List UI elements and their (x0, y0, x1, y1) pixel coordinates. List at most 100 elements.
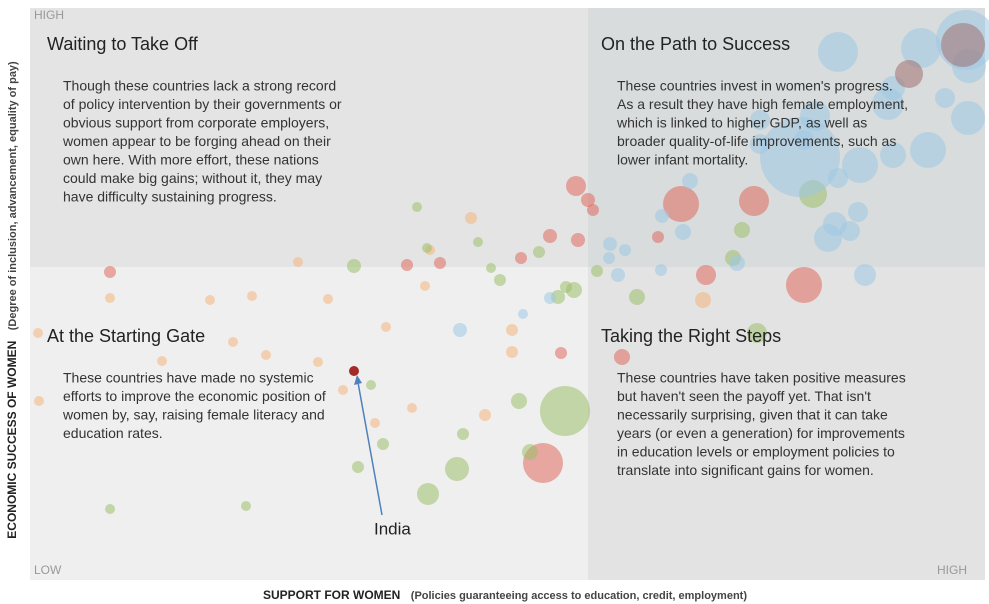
quadrant-text: own here. With more effort, these nation… (63, 152, 319, 168)
highlight-point (349, 366, 359, 376)
quadrant-text: These countries invest in women's progre… (617, 78, 893, 94)
bubble (105, 504, 115, 514)
bubble (506, 346, 518, 358)
bubble (247, 291, 257, 301)
bubble (696, 265, 716, 285)
bubble (313, 357, 323, 367)
bubble (739, 186, 769, 216)
bubble (465, 212, 477, 224)
quadrant-text: obvious support from corporate employers… (63, 115, 329, 131)
quadrant-text: lower infant mortality. (617, 152, 748, 168)
quadrant-title: Taking the Right Steps (601, 326, 781, 346)
quadrant-text: years (or even a generation) for improve… (617, 425, 905, 441)
bubble (675, 224, 691, 240)
bubble (347, 259, 361, 273)
quadrant-text: have difficulty sustaining progress. (63, 189, 277, 205)
bubble (515, 252, 527, 264)
bubble (842, 147, 878, 183)
bubble (951, 101, 985, 135)
bubble (555, 347, 567, 359)
annotation-arrow (356, 376, 383, 516)
bubble (533, 246, 545, 258)
bubble (338, 385, 348, 395)
x-high-label: HIGH (937, 563, 967, 577)
bubble (381, 322, 391, 332)
bubble (750, 134, 770, 154)
quadrant-text: but haven't seen the payoff yet. That is… (617, 388, 871, 404)
bubble (323, 294, 333, 304)
bubble (453, 323, 467, 337)
bubble (422, 243, 432, 253)
bubble (105, 293, 115, 303)
y-low-label: LOW (34, 563, 62, 577)
bubble (34, 396, 44, 406)
bubble (352, 461, 364, 473)
quadrant-bg (588, 267, 985, 580)
bubble (901, 28, 941, 68)
quadrant-text: Though these countries lack a strong rec… (63, 78, 336, 94)
bubble (511, 393, 527, 409)
quadrant-bg (30, 267, 588, 580)
bubble (377, 438, 389, 450)
bubble (786, 267, 822, 303)
bubble (566, 282, 582, 298)
bubble (544, 292, 556, 304)
bubble (293, 257, 303, 267)
quadrant-text: women by, say, raising female literacy a… (62, 407, 325, 423)
y-high-label: HIGH (34, 8, 64, 22)
bubble (854, 264, 876, 286)
bubble (747, 323, 767, 343)
bubble (540, 386, 590, 436)
bubble (506, 324, 518, 336)
bubble (370, 418, 380, 428)
bubble (473, 237, 483, 247)
bubble (603, 237, 617, 251)
bubble (457, 428, 469, 440)
bubble (104, 266, 116, 278)
bubble (401, 259, 413, 271)
quadrant-text: translate into significant gains for wom… (617, 462, 874, 478)
bubble (366, 380, 376, 390)
bubble (261, 350, 271, 360)
bubble (682, 173, 698, 189)
bubble (407, 403, 417, 413)
quadrant-text: women appear to be forging ahead on thei… (62, 133, 331, 149)
bubble (880, 142, 906, 168)
bubble (205, 295, 215, 305)
bubble (603, 252, 615, 264)
bubble (417, 483, 439, 505)
bubble (587, 204, 599, 216)
bubble (522, 444, 538, 460)
quadrant-text: As a result they have high female employ… (617, 96, 908, 112)
bubble (33, 328, 43, 338)
bubble (571, 233, 585, 247)
bubble (655, 264, 667, 276)
bubble (895, 60, 923, 88)
bubble (629, 289, 645, 305)
bubble (750, 110, 770, 130)
bubble (157, 356, 167, 366)
quadrant-bg (30, 8, 588, 267)
bubble (241, 501, 251, 511)
bubble (581, 193, 595, 207)
x-axis-label: SUPPORT FOR WOMEN (Policies guaranteeing… (263, 587, 747, 604)
labels: Waiting to Take Off Though these countrie… (47, 34, 908, 539)
x-axis-title: SUPPORT FOR WOMEN (263, 588, 400, 602)
bubble (663, 186, 699, 222)
annotation-label: India (374, 519, 411, 538)
quadrant-text: education rates. (63, 425, 163, 441)
bubble (941, 23, 985, 67)
y-axis-title: ECONOMIC SUCCESS OF WOMEN (5, 341, 19, 539)
quadrant-text: broader quality-of-life improvements, su… (617, 133, 896, 149)
bubble (695, 292, 711, 308)
bubble (655, 209, 669, 223)
quadrant-title: Waiting to Take Off (47, 34, 199, 54)
bubble (518, 309, 528, 319)
bubble (479, 409, 491, 421)
bubble (543, 229, 557, 243)
bubble (794, 130, 814, 150)
bubble (614, 349, 630, 365)
arrow-head (354, 375, 362, 385)
bubble (734, 222, 750, 238)
